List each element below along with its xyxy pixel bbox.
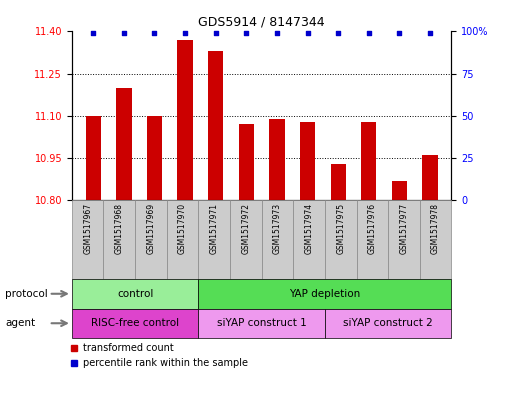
Text: GSM1517978: GSM1517978 xyxy=(431,203,440,254)
Bar xyxy=(86,116,101,200)
Title: GDS5914 / 8147344: GDS5914 / 8147344 xyxy=(199,16,325,29)
FancyBboxPatch shape xyxy=(104,200,135,279)
Text: GSM1517977: GSM1517977 xyxy=(400,203,408,254)
Point xyxy=(426,30,434,36)
FancyBboxPatch shape xyxy=(388,200,420,279)
Point xyxy=(242,30,250,36)
Text: GSM1517968: GSM1517968 xyxy=(115,203,124,254)
FancyBboxPatch shape xyxy=(199,309,325,338)
Text: transformed count: transformed count xyxy=(83,343,174,353)
FancyBboxPatch shape xyxy=(262,200,293,279)
Bar xyxy=(422,155,438,200)
Bar xyxy=(361,121,377,200)
Point xyxy=(120,30,128,36)
Text: YAP depletion: YAP depletion xyxy=(289,289,361,299)
FancyBboxPatch shape xyxy=(72,279,199,309)
Text: GSM1517969: GSM1517969 xyxy=(146,203,155,254)
FancyBboxPatch shape xyxy=(199,200,230,279)
Point xyxy=(396,30,404,36)
Bar xyxy=(147,116,162,200)
FancyBboxPatch shape xyxy=(135,200,167,279)
Text: siYAP construct 2: siYAP construct 2 xyxy=(343,318,433,328)
Bar xyxy=(300,121,315,200)
FancyBboxPatch shape xyxy=(420,200,451,279)
Point xyxy=(365,30,373,36)
Bar xyxy=(330,164,346,200)
Point xyxy=(89,30,97,36)
FancyBboxPatch shape xyxy=(199,279,451,309)
Text: GSM1517975: GSM1517975 xyxy=(336,203,345,254)
Point xyxy=(304,30,312,36)
FancyBboxPatch shape xyxy=(293,200,325,279)
Text: GSM1517967: GSM1517967 xyxy=(83,203,92,254)
Text: percentile rank within the sample: percentile rank within the sample xyxy=(83,358,248,369)
Point xyxy=(334,30,342,36)
Text: control: control xyxy=(117,289,153,299)
Text: RISC-free control: RISC-free control xyxy=(91,318,179,328)
Text: GSM1517973: GSM1517973 xyxy=(273,203,282,254)
Bar xyxy=(116,88,131,200)
Text: agent: agent xyxy=(5,318,35,328)
FancyBboxPatch shape xyxy=(167,200,199,279)
FancyBboxPatch shape xyxy=(325,200,357,279)
Point xyxy=(150,30,159,36)
Bar xyxy=(239,124,254,200)
Text: GSM1517971: GSM1517971 xyxy=(210,203,219,254)
Text: GSM1517970: GSM1517970 xyxy=(178,203,187,254)
FancyBboxPatch shape xyxy=(357,200,388,279)
Text: GSM1517972: GSM1517972 xyxy=(241,203,250,254)
Text: GSM1517976: GSM1517976 xyxy=(368,203,377,254)
FancyBboxPatch shape xyxy=(72,309,199,338)
Bar xyxy=(177,40,193,200)
FancyBboxPatch shape xyxy=(325,309,451,338)
Text: siYAP construct 1: siYAP construct 1 xyxy=(217,318,306,328)
Bar xyxy=(392,181,407,200)
Point xyxy=(273,30,281,36)
Text: GSM1517974: GSM1517974 xyxy=(305,203,313,254)
Bar xyxy=(269,119,285,200)
Point xyxy=(211,30,220,36)
Point xyxy=(181,30,189,36)
Text: protocol: protocol xyxy=(5,289,48,299)
FancyBboxPatch shape xyxy=(72,200,104,279)
FancyBboxPatch shape xyxy=(230,200,262,279)
Bar xyxy=(208,51,223,200)
